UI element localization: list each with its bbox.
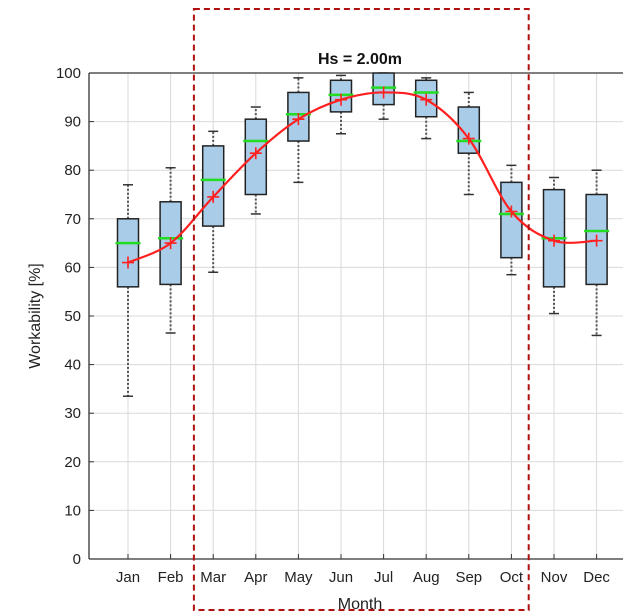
y-tick-label-0: 0 [73, 551, 81, 568]
x-tick-label-feb: Feb [158, 569, 184, 586]
y-tick-label-6: 60 [64, 259, 81, 276]
mean-point-aug [420, 93, 433, 106]
mean-point-jan [122, 256, 134, 269]
y-tick-label-2: 20 [64, 454, 81, 471]
mean-point-feb [164, 237, 177, 250]
mean-point-may [292, 113, 305, 126]
mean-point-jun [335, 93, 347, 106]
y-axis-label: Workability [%] [27, 263, 44, 369]
mean-line [127, 91, 597, 264]
mean-point-sep [462, 132, 475, 145]
mean-point-oct [505, 205, 518, 218]
x-tick-label-aug: Aug [413, 569, 440, 586]
whiskers-group [123, 72, 602, 397]
y-tick-label-5: 50 [64, 308, 81, 325]
axes-group [88, 72, 623, 560]
y-tick-labels: 0 10 20 30 40 50 60 70 80 90 100 [56, 65, 81, 568]
x-tick-label-apr: Apr [244, 569, 267, 586]
y-tick-label-4: 40 [64, 357, 81, 374]
highlight-range-box [192, 8, 530, 611]
x-tick-labels: Jan Feb Mar Apr May Jun Jul Aug Sep Oct Nov Dec [116, 569, 611, 586]
y-tick-label-1: 10 [64, 502, 81, 519]
mean-point-dec [590, 234, 603, 247]
x-tick-label-jul: Jul [374, 569, 393, 586]
x-axis-label: Month [338, 596, 382, 613]
x-tick-label-nov: Nov [541, 569, 568, 586]
box-mar [201, 145, 225, 227]
box-oct [500, 181, 523, 259]
y-tick-label-7: 70 [64, 211, 81, 228]
boxes-group [116, 72, 608, 288]
x-tick-label-may: May [284, 569, 313, 586]
x-tick-label-sep: Sep [455, 569, 482, 586]
chart-title: Hs = 2.00m [318, 51, 402, 68]
x-tick-label-dec: Dec [583, 569, 610, 586]
mean-point-mar [207, 190, 220, 203]
mean-point-jul [377, 86, 390, 99]
box-jan [116, 218, 140, 288]
y-tick-label-9: 90 [64, 114, 81, 131]
x-tick-label-oct: Oct [500, 569, 524, 586]
y-tick-label-8: 80 [64, 162, 81, 179]
x-tick-label-jun: Jun [329, 569, 353, 586]
mean-point-apr [249, 147, 262, 160]
mean-series-group [122, 86, 603, 269]
y-tick-label-3: 30 [64, 405, 81, 422]
x-tick-label-mar: Mar [200, 569, 226, 586]
x-tick-label-jan: Jan [116, 569, 140, 586]
mean-point-nov [548, 234, 560, 247]
y-tick-label-10: 100 [56, 65, 81, 82]
